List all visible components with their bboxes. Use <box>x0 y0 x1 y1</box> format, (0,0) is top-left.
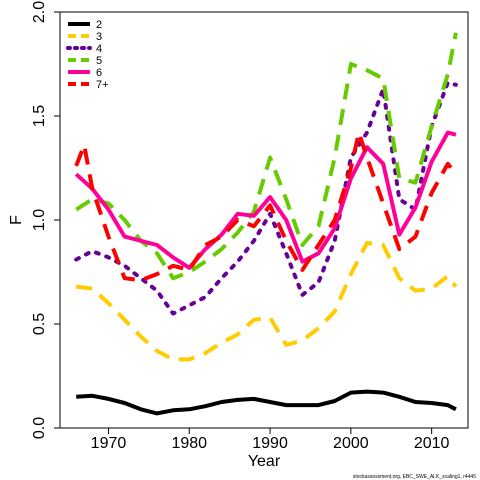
x-tick-label: 2000 <box>333 435 369 452</box>
series-line-4 <box>74 80 458 316</box>
x-tick-label: 2010 <box>414 435 450 452</box>
y-tick-label: 2.0 <box>31 1 48 23</box>
series-line-7+ <box>74 130 458 283</box>
legend-label-3: 3 <box>96 31 102 43</box>
legend-label-6: 6 <box>96 67 102 79</box>
legend-label-5: 5 <box>96 55 102 67</box>
x-axis-title: Year <box>248 453 281 470</box>
x-axis: 1970 1980 1990 2000 2010 <box>91 427 450 452</box>
y-tick-label: 1.0 <box>31 209 48 231</box>
series-line-5 <box>75 32 458 281</box>
x-tick-label: 1980 <box>171 435 207 452</box>
x-tick-label: 1990 <box>252 435 288 452</box>
legend-label-7+: 7+ <box>96 79 109 91</box>
y-tick-label: 1.5 <box>31 105 48 127</box>
y-tick-label: 0.5 <box>31 313 48 335</box>
series-line-6 <box>74 130 457 270</box>
footnote: stockassessment.org, EBC_SWE_ALK_scaling… <box>353 474 476 480</box>
series-line-2 <box>76 389 457 416</box>
y-tick-label: 0.0 <box>31 417 48 439</box>
series-line-3 <box>75 240 458 362</box>
legend-label-4: 4 <box>96 43 102 55</box>
y-axis-title: F <box>8 215 25 225</box>
y-axis: 0.0 0.5 1.0 1.5 2.0 <box>31 1 61 439</box>
series-layer <box>74 32 458 416</box>
x-tick-label: 1970 <box>91 435 127 452</box>
legend-label-2: 2 <box>96 19 102 31</box>
